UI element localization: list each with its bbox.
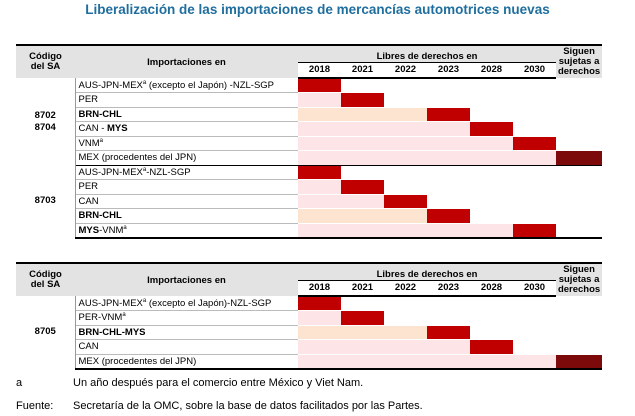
table-row: PER (16, 92, 603, 108)
imports-cell: PER (75, 179, 298, 195)
year-header: 2028 (470, 279, 513, 297)
table-row: VNMa (16, 136, 603, 151)
table-row: BRN-CHL (16, 107, 603, 122)
hs-code-header: Código del SA (29, 268, 62, 290)
imports-cell: CAN (75, 194, 298, 209)
imports-cell: AUS-JPN-MEXa (excepto el Japón)-NZL-SGP (75, 296, 298, 311)
imports-cell: CAN (75, 339, 298, 355)
year-header: 2018 (298, 61, 341, 79)
imports-cell: PER-VNMa (75, 310, 298, 326)
table-row: 8705 AUS-JPN-MEXa (excepto el Japón)-NZL… (16, 296, 603, 369)
imports-cell: BRN-CHL (75, 107, 298, 122)
year-header: 2021 (341, 61, 384, 79)
source-key: Fuente: (16, 400, 54, 412)
table-row: MYS-VNMa (16, 223, 603, 239)
table-row: CAN (16, 194, 603, 209)
imports-cell: AUS-JPN-MEXa (excepto el Japón) -NZL-SGP (75, 78, 298, 93)
year-header: 2021 (341, 279, 384, 297)
imports-header: Importaciones en (147, 56, 226, 68)
source-text: Secretaría de la OMC, sobre la base de d… (73, 400, 423, 412)
duty-free-header: Libres de derechos en (376, 268, 478, 280)
tariff-table-8705: Código del SA Importaciones en Libres de … (16, 262, 603, 370)
year-header: 2028 (470, 61, 513, 79)
table-row: BRN-CHL (16, 208, 603, 224)
hs-code-cell: 8703 (16, 165, 76, 238)
hs-code-cell: 8705 (16, 296, 76, 369)
footnote-text: Un año después para el comercio entre Mé… (73, 377, 364, 389)
imports-cell: VNMa (75, 136, 298, 151)
table-row: BRN-CHL-MYS (16, 325, 603, 340)
imports-cell: CAN - MYS (75, 121, 298, 137)
table-row: PER (16, 179, 603, 195)
imports-cell: MEX (procedentes del JPN) (75, 354, 298, 370)
table-row: MEX (procedentes del JPN) (16, 354, 603, 370)
hs-code-header: Código del SA (29, 50, 62, 72)
imports-cell: PER (75, 92, 298, 108)
imports-cell: AUS-JPN-MEXa-NZL-SGP (75, 165, 298, 180)
footnote-key: a (16, 377, 23, 389)
imports-cell: MYS-VNMa (75, 223, 298, 239)
year-header: 2022 (384, 61, 427, 79)
imports-header: Importaciones en (147, 274, 226, 286)
table-row: 8702 8704 AUS-JPN-MEXa (excepto el Japón)… (16, 78, 603, 165)
imports-cell: MEX (procedentes del JPN) (75, 150, 298, 166)
table-row: CAN (16, 339, 603, 355)
year-header: 2018 (298, 279, 341, 297)
tariff-table-8702-8704-8703: Código del SA Importaciones en Libres de … (16, 44, 603, 239)
year-header: 2022 (384, 279, 427, 297)
year-header: 2030 (513, 61, 557, 79)
table-row: CAN - MYS (16, 121, 603, 137)
year-header: 2023 (427, 279, 470, 297)
still-dutiable-header: Siguen sujetas a derechos (557, 264, 601, 295)
table-row: MEX (procedentes del JPN) (16, 150, 603, 166)
hs-code-cell: 8702 8704 (16, 78, 76, 165)
still-dutiable-header: Siguen sujetas a derechos (557, 46, 601, 77)
table-row: 8703 AUS-JPN-MEXa-NZL-SGP (16, 165, 603, 238)
table-row: PER-VNMa (16, 310, 603, 326)
imports-cell: BRN-CHL (75, 208, 298, 224)
year-header: 2030 (513, 279, 557, 297)
year-header: 2023 (427, 61, 470, 79)
imports-cell: BRN-CHL-MYS (75, 325, 298, 340)
duty-free-header: Libres de derechos en (376, 50, 478, 62)
page-title: Liberalización de las importaciones de m… (85, 2, 550, 17)
